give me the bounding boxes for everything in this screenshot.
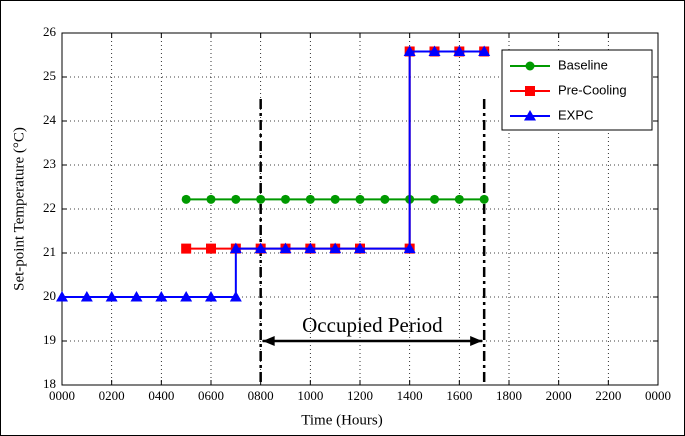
marker bbox=[130, 291, 143, 302]
axes-box bbox=[61, 32, 659, 386]
y-tick-label: 23 bbox=[43, 156, 56, 171]
y-tick-label: 18 bbox=[43, 376, 56, 391]
x-tick-label: 0000 bbox=[645, 388, 671, 403]
x-tick-label: 0800 bbox=[248, 388, 274, 403]
marker bbox=[181, 243, 192, 254]
marker bbox=[354, 242, 366, 254]
marker bbox=[229, 291, 242, 302]
x-tick-label: 0000 bbox=[49, 388, 75, 403]
marker bbox=[206, 243, 216, 254]
y-tick-label: 25 bbox=[43, 68, 56, 83]
marker bbox=[525, 86, 535, 96]
y-axis-label: Set-point Temperature (°C) bbox=[11, 127, 27, 291]
x-tick-label: 1400 bbox=[397, 388, 423, 403]
x-tick-label: 2000 bbox=[546, 388, 572, 403]
marker bbox=[355, 194, 365, 204]
marker bbox=[453, 45, 466, 56]
marker bbox=[229, 242, 242, 254]
marker bbox=[380, 194, 390, 204]
marker bbox=[403, 242, 416, 254]
y-tick-label: 22 bbox=[43, 200, 56, 215]
annotation-text: Occupied Period bbox=[302, 313, 443, 337]
x-tick-label: 1000 bbox=[297, 388, 323, 403]
marker bbox=[56, 291, 68, 302]
marker bbox=[525, 61, 535, 71]
y-tick-label: 24 bbox=[43, 112, 57, 127]
marker bbox=[478, 45, 491, 56]
legend-label: Pre-Cooling bbox=[558, 82, 627, 97]
marker bbox=[305, 194, 315, 204]
marker bbox=[304, 242, 317, 254]
x-tick-label: 0600 bbox=[198, 388, 224, 403]
marker bbox=[254, 242, 267, 254]
y-tick-label: 20 bbox=[43, 288, 56, 303]
marker bbox=[403, 45, 416, 56]
legend-label: EXPC bbox=[558, 107, 593, 122]
marker bbox=[428, 45, 441, 56]
marker bbox=[206, 194, 216, 204]
marker bbox=[330, 194, 340, 204]
marker bbox=[180, 291, 193, 302]
marker bbox=[524, 110, 536, 121]
y-tick-label: 21 bbox=[43, 244, 56, 259]
marker bbox=[430, 194, 439, 204]
x-tick-label: 0200 bbox=[99, 388, 125, 403]
marker bbox=[479, 194, 489, 204]
y-tick-label: 26 bbox=[43, 24, 57, 39]
x-tick-label: 2200 bbox=[595, 388, 621, 403]
x-axis-label: Time (Hours) bbox=[301, 412, 383, 428]
marker bbox=[181, 194, 191, 204]
x-tick-label: 1600 bbox=[446, 388, 472, 403]
marker bbox=[329, 242, 342, 254]
marker bbox=[155, 291, 168, 302]
legend-label: Baseline bbox=[558, 57, 608, 72]
arrow-head bbox=[470, 336, 483, 346]
marker bbox=[105, 291, 118, 302]
arrow-head bbox=[262, 336, 275, 346]
y-tick-label: 19 bbox=[43, 332, 56, 347]
x-tick-label: 1800 bbox=[496, 388, 522, 403]
x-tick-label: 1200 bbox=[347, 388, 373, 403]
marker bbox=[279, 242, 292, 254]
marker bbox=[80, 291, 93, 302]
marker bbox=[454, 194, 464, 204]
marker bbox=[231, 194, 241, 204]
marker bbox=[205, 291, 217, 302]
marker bbox=[256, 194, 266, 204]
x-tick-label: 0400 bbox=[148, 388, 174, 403]
marker bbox=[281, 194, 290, 204]
